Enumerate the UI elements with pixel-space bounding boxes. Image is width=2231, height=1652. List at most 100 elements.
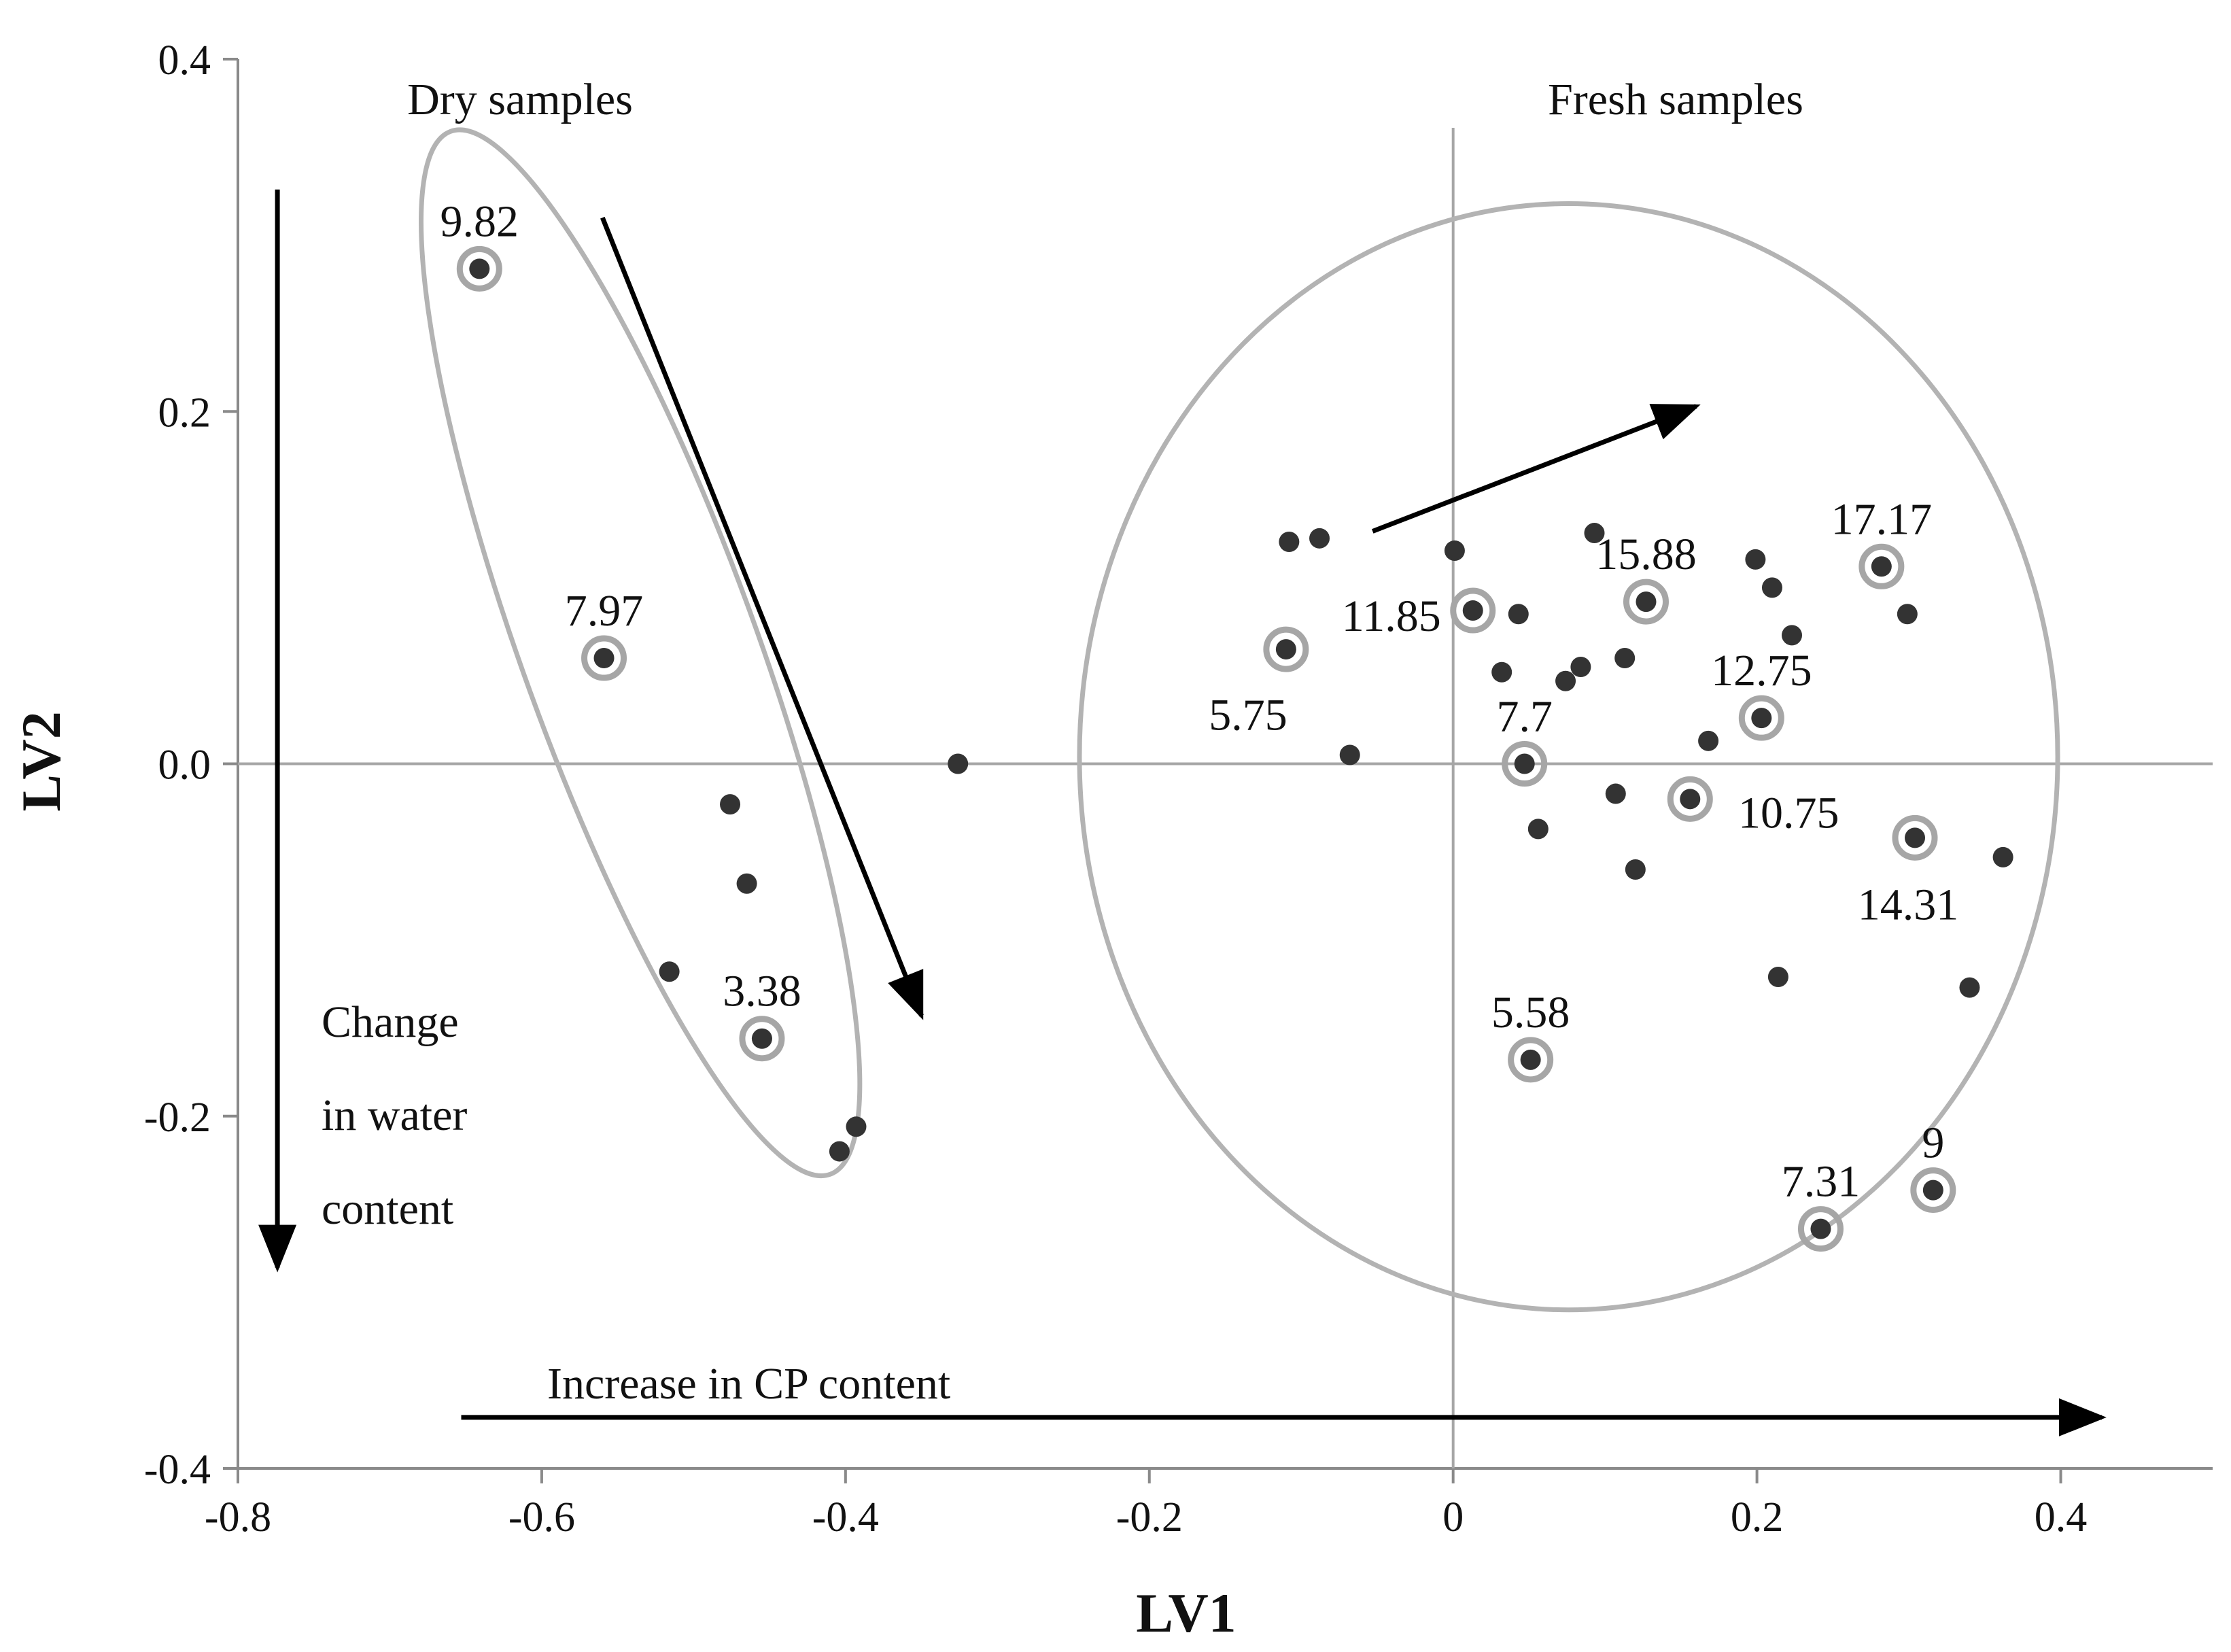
data-point xyxy=(1584,523,1605,544)
dry-trend-arrow xyxy=(600,216,924,1020)
data-point xyxy=(1992,846,2013,867)
point-label: 3.38 xyxy=(723,967,801,1016)
data-point xyxy=(1555,670,1576,691)
point-label: 9.82 xyxy=(440,196,519,246)
trend-arrows xyxy=(258,189,2107,1436)
y-axis-title: LV2 xyxy=(10,711,72,811)
highlight-ring xyxy=(1892,814,1938,861)
point-label: 12.75 xyxy=(1711,646,1812,695)
data-point xyxy=(1527,819,1549,840)
point-label: 10.75 xyxy=(1738,788,1839,838)
highlight-ring xyxy=(581,635,627,681)
water-annotation-line2: in water xyxy=(322,1090,467,1140)
data-point xyxy=(829,1141,850,1162)
annotations: Dry samples Fresh samples Change in wate… xyxy=(10,75,1803,1644)
x-tick-label: -0.6 xyxy=(508,1494,575,1541)
group-label-dry: Dry samples xyxy=(407,75,633,124)
x-axis-title: LV1 xyxy=(1136,1582,1236,1644)
data-point xyxy=(1767,967,1788,988)
data-point xyxy=(1897,604,1918,625)
x-tick-label: 0.2 xyxy=(1731,1494,1784,1541)
y-tick-label: -0.4 xyxy=(144,1447,211,1493)
x-tick-label: 0.4 xyxy=(2035,1494,2088,1541)
y-tick-label: 0.4 xyxy=(158,37,211,84)
data-point xyxy=(1275,639,1296,660)
point-label: 15.88 xyxy=(1595,530,1697,579)
fresh-samples-ellipse xyxy=(1077,201,2060,1313)
point-label: 17.17 xyxy=(1831,494,1933,544)
x-tick-label: -0.2 xyxy=(1116,1494,1183,1541)
point-labels: 9.82 7.97 3.38 11.85 7.7 15.88 10.75 12.75 5.58 7… xyxy=(440,196,1959,1206)
data-point xyxy=(1309,528,1330,549)
point-label: 9 xyxy=(1922,1118,1944,1168)
data-point xyxy=(1745,549,1766,570)
y-tick-label: 0.2 xyxy=(158,390,211,436)
group-ellipses xyxy=(419,127,2060,1313)
data-point xyxy=(1339,744,1360,765)
group-label-fresh: Fresh samples xyxy=(1548,75,1803,124)
point-label: 7.97 xyxy=(565,586,644,636)
data-point xyxy=(1761,577,1782,598)
data-point xyxy=(1444,540,1465,561)
data-point xyxy=(469,258,490,279)
point-label: 14.31 xyxy=(1858,880,1959,929)
data-point xyxy=(1605,783,1626,804)
data-point xyxy=(1959,977,1980,998)
data-point xyxy=(751,1028,772,1049)
data-point xyxy=(1625,859,1646,880)
highlight-ring xyxy=(1858,543,1905,589)
x-tick-label: -0.8 xyxy=(205,1494,271,1541)
highlight-ring xyxy=(1508,1037,1554,1083)
data-point xyxy=(1570,656,1591,677)
data-point xyxy=(736,873,757,894)
data-point xyxy=(1462,600,1483,621)
data-point xyxy=(593,648,615,669)
data-point xyxy=(1491,661,1512,683)
data-point xyxy=(1905,827,1926,848)
water-annotation-line1: Change xyxy=(322,997,459,1047)
data-points xyxy=(456,245,2013,1252)
point-label: 5.75 xyxy=(1209,691,1287,740)
data-point xyxy=(1508,604,1529,625)
y-tick-label: -0.2 xyxy=(144,1095,211,1141)
data-point xyxy=(1782,625,1803,646)
point-label: 5.58 xyxy=(1491,988,1570,1037)
data-point xyxy=(1680,789,1701,810)
data-point xyxy=(1614,648,1636,669)
data-point xyxy=(659,961,680,982)
data-point xyxy=(1810,1218,1831,1239)
y-tick-label: 0.0 xyxy=(158,742,211,789)
highlight-ring xyxy=(1450,587,1496,634)
data-point xyxy=(1871,556,1892,577)
highlight-ring xyxy=(456,245,502,292)
data-point xyxy=(1636,591,1657,613)
data-point xyxy=(1922,1180,1943,1201)
fresh-trend-arrow xyxy=(1371,404,1701,534)
highlight-ring xyxy=(1738,695,1784,741)
highlight-ring xyxy=(1502,741,1548,787)
dry-samples-ellipse xyxy=(419,127,863,1179)
water-annotation-line3: content xyxy=(322,1184,453,1234)
data-point xyxy=(1698,730,1719,751)
highlight-ring xyxy=(1263,626,1309,672)
highlight-ring xyxy=(1623,579,1669,625)
axes: -0.8 -0.6 -0.4 -0.2 0 0.2 0.4 0.4 0.2 0.0 -0.2 -0.4 xyxy=(144,37,2213,1541)
data-point xyxy=(948,753,969,774)
data-point xyxy=(846,1116,867,1137)
highlight-ring xyxy=(1667,776,1713,822)
highlight-ring xyxy=(739,1016,785,1062)
data-point xyxy=(1520,1049,1541,1070)
point-label: 11.85 xyxy=(1342,591,1441,641)
highlight-ring xyxy=(1797,1206,1844,1252)
x-tick-label: -0.4 xyxy=(812,1494,879,1541)
point-label: 7.31 xyxy=(1782,1157,1861,1207)
x-tick-label: 0 xyxy=(1442,1494,1464,1541)
point-label: 7.7 xyxy=(1496,692,1553,742)
data-point xyxy=(720,794,741,815)
data-point xyxy=(1751,708,1772,729)
cp-annotation: Increase in CP content xyxy=(547,1359,950,1409)
data-point xyxy=(1514,753,1535,774)
data-point xyxy=(1279,532,1300,553)
highlight-ring xyxy=(1910,1167,1956,1214)
